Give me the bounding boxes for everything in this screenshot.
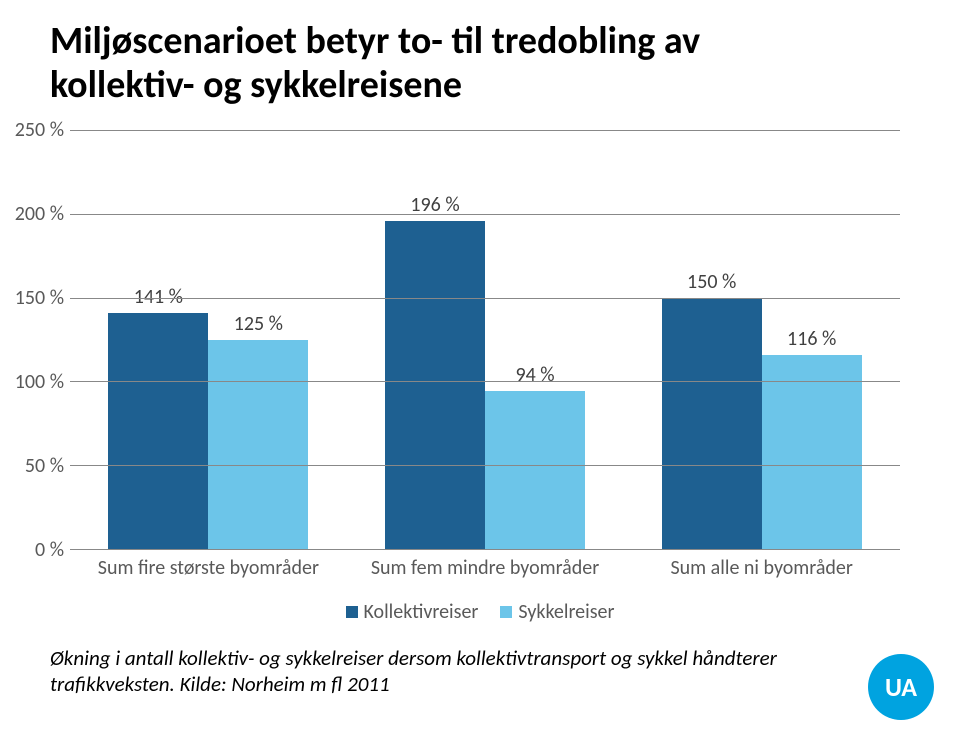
legend-item: Kollektivreiser [346,600,479,624]
y-tick-label: 250 % [15,118,64,142]
plot-area: 141 %125 %196 %94 %150 %116 % [70,130,900,550]
y-axis: 0 %50 %100 %150 %200 %250 % [0,130,70,550]
bar-value-label: 150 % [687,270,736,294]
bar-group: 150 %116 % [623,130,900,549]
gridline [70,130,900,131]
legend-item: Sykkelreiser [500,600,614,624]
y-tick-label: 200 % [15,202,64,226]
bar: 125 % [208,340,308,550]
title-line-2: kollektiv- og sykkelreisene [50,62,462,108]
gridline [70,298,900,299]
x-tick-label: Sum alle ni byområder [623,556,900,580]
logo-badge: UA [868,654,934,720]
x-tick-label: Sum fem mindre byområder [347,556,624,580]
caption: Økning i antall kollektiv- og sykkelreis… [50,645,830,698]
bar-value-label: 94 % [515,363,554,387]
legend: Kollektivreiser Sykkelreiser [0,600,960,624]
bar-group: 141 %125 % [70,130,347,549]
bar: 141 % [108,313,208,549]
bar-chart: 0 %50 %100 %150 %200 %250 % 141 %125 %19… [0,130,900,550]
bar-value-label: 125 % [234,312,283,336]
gridline [70,381,900,382]
bar: 196 % [385,221,485,549]
gridline [70,465,900,466]
y-tick-label: 50 % [25,454,64,478]
title-line-1: Miljøscenarioet betyr to- til tredobling… [50,18,700,64]
legend-row: Kollektivreiser Sykkelreiser [346,600,615,624]
bar-value-label: 116 % [787,327,836,351]
bar: 150 % [662,298,762,549]
legend-swatch [346,606,358,618]
legend-label: Kollektivreiser [364,600,479,624]
y-tick-label: 150 % [15,286,64,310]
logo-text: UA [885,671,917,703]
x-tick-label: Sum fire største byområder [70,556,347,580]
y-tick-label: 0 % [35,538,64,562]
legend-swatch [500,606,512,618]
bar: 94 % [485,391,585,549]
gridline [70,214,900,215]
bar: 116 % [762,355,862,549]
x-axis-labels: Sum fire største byområderSum fem mindre… [70,556,900,580]
bar-group: 196 %94 % [347,130,624,549]
y-tick-label: 100 % [15,370,64,394]
bar-groups: 141 %125 %196 %94 %150 %116 % [70,130,900,549]
legend-label: Sykkelreiser [518,600,614,624]
slide-title: Miljøscenarioet betyr to- til tredobling… [50,20,910,107]
